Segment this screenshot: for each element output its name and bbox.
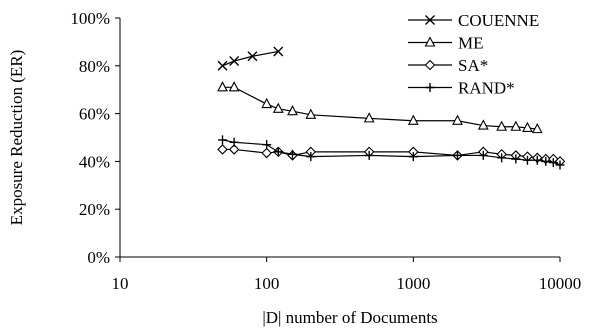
ticks: 0% 20% 40% 60% 80% 100% 10 100 1000 10000 <box>70 9 581 293</box>
data-point <box>478 150 488 160</box>
data-point <box>452 150 462 160</box>
data-point <box>408 152 418 162</box>
x-axis-label: |D| number of Documents <box>262 308 437 327</box>
series-me <box>217 81 543 134</box>
data-point <box>522 121 533 132</box>
series-couenne <box>217 46 284 71</box>
data-point <box>228 81 240 92</box>
legend-label: COUENNE <box>458 11 539 30</box>
legend-label: SA* <box>458 56 488 75</box>
data-point <box>287 105 298 116</box>
legend-item: RAND* <box>408 79 515 98</box>
data-point <box>261 147 272 159</box>
x-tick-label: 1000 <box>396 274 430 293</box>
data-point <box>555 160 565 170</box>
data-point <box>247 51 258 62</box>
data-point <box>532 155 542 165</box>
data-point <box>217 144 228 155</box>
data-point <box>364 150 374 160</box>
legend-item: ME <box>408 34 484 53</box>
data-point <box>262 140 272 150</box>
y-tick-label: 40% <box>79 152 110 171</box>
data-point <box>229 137 239 147</box>
y-tick-label: 100% <box>70 9 110 28</box>
data-point <box>287 149 297 159</box>
legend: COUENNE ME SA* RAND* <box>408 11 539 98</box>
data-point <box>218 135 228 145</box>
data-point <box>306 152 316 162</box>
data-point <box>228 144 240 155</box>
data-point <box>452 114 463 125</box>
data-point <box>272 102 284 113</box>
data-point <box>496 120 508 131</box>
legend-item: COUENNE <box>408 11 539 30</box>
data-point <box>497 153 507 163</box>
y-axis-label: Exposure Reduction (ER) <box>7 50 26 226</box>
data-point <box>477 119 489 130</box>
data-point <box>217 81 228 92</box>
legend-marker <box>424 36 436 47</box>
data-point <box>229 56 240 67</box>
data-point <box>305 108 317 119</box>
series-rand <box>218 135 565 170</box>
data-point <box>273 147 283 157</box>
data-point <box>548 158 558 168</box>
y-tick-label: 20% <box>79 200 110 219</box>
legend-label: RAND* <box>458 79 515 98</box>
y-tick-label: 80% <box>79 57 110 76</box>
data-point <box>217 60 228 71</box>
x-tick-label: 100 <box>254 274 280 293</box>
legend-label: ME <box>458 34 484 53</box>
x-tick-label: 10000 <box>539 274 582 293</box>
data-point <box>261 97 273 109</box>
legend-marker <box>425 83 435 92</box>
data-point <box>531 122 543 134</box>
series-layer <box>217 46 566 170</box>
data-point <box>407 114 419 125</box>
axes <box>119 18 560 258</box>
y-tick-label: 60% <box>79 105 110 124</box>
y-tick-label: 0% <box>87 248 110 267</box>
legend-item: SA* <box>408 56 488 75</box>
legend-marker <box>425 15 435 25</box>
data-point <box>522 155 532 165</box>
legend-marker <box>424 59 436 71</box>
data-point <box>541 156 551 166</box>
x-tick-label: 10 <box>112 274 129 293</box>
series-line <box>222 50 279 67</box>
data-point <box>510 120 522 131</box>
data-point <box>363 112 375 123</box>
data-point <box>511 154 521 164</box>
data-point <box>273 46 284 57</box>
